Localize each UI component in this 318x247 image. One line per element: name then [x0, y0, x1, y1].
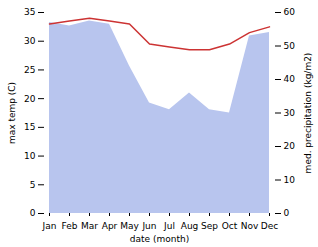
svg-text:Sep: Sep: [201, 221, 218, 231]
svg-text:40: 40: [284, 74, 296, 84]
svg-text:May: May: [120, 221, 139, 231]
svg-text:10: 10: [284, 175, 296, 185]
svg-text:20: 20: [24, 94, 36, 104]
svg-text:Dec: Dec: [261, 221, 278, 231]
svg-text:Nov: Nov: [241, 221, 259, 231]
svg-text:Jul: Jul: [163, 221, 175, 231]
svg-text:30: 30: [284, 108, 296, 118]
svg-text:Jun: Jun: [141, 221, 156, 231]
svg-text:0: 0: [30, 208, 36, 218]
svg-text:50: 50: [284, 41, 296, 51]
svg-text:max temp (C): max temp (C): [7, 82, 17, 144]
svg-text:Oct: Oct: [222, 221, 238, 231]
svg-text:Apr: Apr: [102, 221, 118, 231]
svg-text:Feb: Feb: [62, 221, 78, 231]
svg-text:0: 0: [284, 208, 290, 218]
svg-text:Aug: Aug: [181, 221, 199, 231]
svg-text:med. precipitation (kg/m2): med. precipitation (kg/m2): [303, 53, 313, 174]
svg-text:5: 5: [30, 180, 36, 190]
svg-text:15: 15: [24, 122, 35, 132]
svg-text:25: 25: [24, 65, 35, 75]
svg-text:30: 30: [24, 36, 36, 46]
svg-text:10: 10: [24, 151, 36, 161]
svg-text:35: 35: [24, 7, 35, 17]
svg-text:date (month): date (month): [130, 234, 189, 244]
svg-text:Mar: Mar: [81, 221, 98, 231]
svg-text:60: 60: [284, 7, 296, 17]
svg-text:20: 20: [284, 141, 296, 151]
svg-text:Jan: Jan: [42, 221, 57, 231]
